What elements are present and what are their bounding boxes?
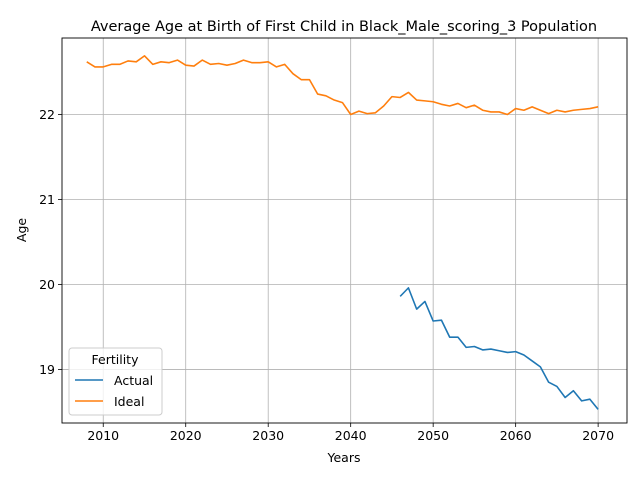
- x-axis-label: Years: [327, 450, 361, 465]
- x-tick-label: 2070: [582, 428, 614, 443]
- chart-title: Average Age at Birth of First Child in B…: [91, 19, 597, 35]
- legend-box: [68, 347, 163, 416]
- legend-title: Fertility: [92, 352, 140, 367]
- series-line-actual: [399, 287, 599, 410]
- x-tick-label: 2030: [252, 428, 284, 443]
- legend-label-actual: Actual: [114, 373, 153, 388]
- x-tick-label: 2050: [417, 428, 449, 443]
- axis-ticks: 2010 2020 2030 2040 2050 2060 2070 19 20 21 22: [39, 107, 614, 443]
- legend-label-ideal: Ideal: [114, 394, 144, 409]
- legend: Fertility Actual Ideal: [68, 347, 163, 416]
- x-tick-label: 2020: [170, 428, 202, 443]
- y-tick-label: 21: [39, 192, 55, 207]
- x-tick-label: 2040: [335, 428, 367, 443]
- y-tick-label: 22: [39, 107, 55, 122]
- series-lines: [86, 55, 599, 410]
- x-tick-label: 2010: [87, 428, 119, 443]
- y-tick-label: 20: [39, 277, 55, 292]
- y-tick-label: 19: [39, 362, 55, 377]
- plot-frame: [61, 37, 628, 424]
- x-tick-label: 2060: [500, 428, 532, 443]
- y-axis-label: Age: [14, 218, 29, 242]
- series-line-ideal: [86, 55, 599, 116]
